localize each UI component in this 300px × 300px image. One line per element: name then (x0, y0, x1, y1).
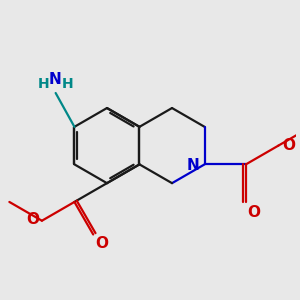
Text: O: O (26, 212, 39, 227)
Text: H: H (62, 77, 74, 91)
Text: O: O (282, 138, 295, 153)
Text: O: O (248, 206, 261, 220)
Text: N: N (187, 158, 199, 173)
Text: H: H (38, 77, 49, 91)
Text: N: N (49, 72, 62, 87)
Text: O: O (96, 236, 109, 251)
